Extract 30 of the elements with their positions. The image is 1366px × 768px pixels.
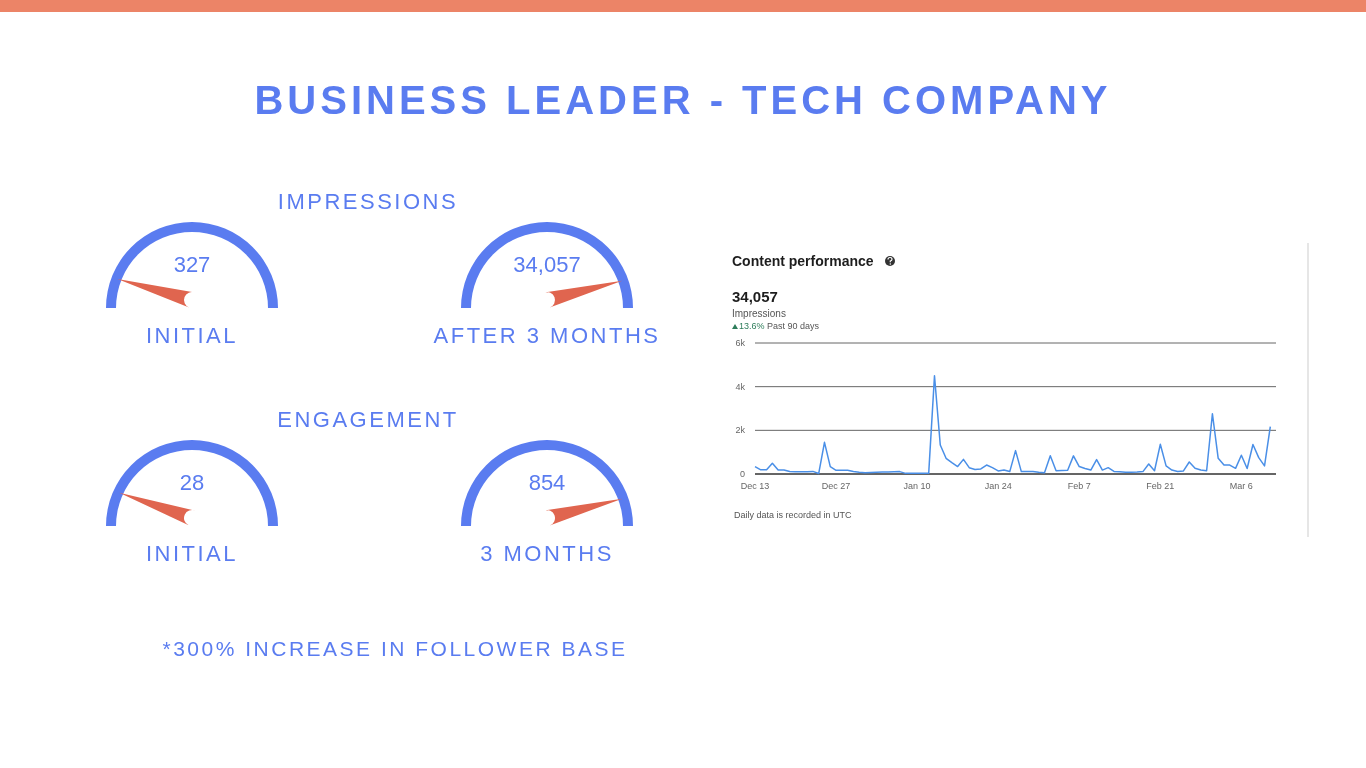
category-label: INITIAL — [145, 323, 239, 348]
x-tick-label: Jan 24 — [984, 481, 1012, 491]
category-label: INITIAL — [145, 541, 239, 566]
text: *300% INCREASE IN FOLLOWER BASE — [162, 637, 628, 660]
text: Daily data is recorded in UTC — [734, 510, 853, 520]
x-tick-label: Feb 7 — [1067, 481, 1091, 491]
text: ENGAGEMENT — [277, 407, 459, 432]
text: Past 90 days — [767, 321, 820, 331]
y-tick-label: 6k — [735, 338, 746, 348]
category-label: AFTER 3 MONTHS — [433, 323, 661, 348]
chart-title: Content performance — [732, 253, 874, 269]
data-label: 327 — [173, 252, 211, 277]
data-label: 854 — [528, 470, 566, 495]
x-tick-label: Dec 13 — [740, 481, 770, 491]
data-label: 28 — [179, 470, 205, 495]
x-tick-label: Jan 10 — [903, 481, 931, 491]
y-tick-label: 2k — [735, 425, 746, 436]
x-tick-label: Feb 21 — [1146, 481, 1175, 491]
y-tick-label: 0 — [739, 469, 745, 479]
text: BUSINESS LEADER - TECH COMPANY — [254, 78, 1112, 122]
x-tick-label: Dec 27 — [821, 481, 851, 491]
data-label: 34,057 — [513, 252, 581, 277]
text: 13.6% — [739, 321, 765, 331]
x-tick-label: Mar 6 — [1229, 481, 1253, 491]
text: Impressions — [732, 308, 786, 319]
text: 34,057 — [732, 288, 778, 305]
y-tick-label: 4k — [735, 381, 746, 392]
line-series — [754, 375, 1272, 475]
category-label: 3 MONTHS — [480, 541, 614, 566]
text: IMPRESSIONS — [277, 189, 459, 214]
